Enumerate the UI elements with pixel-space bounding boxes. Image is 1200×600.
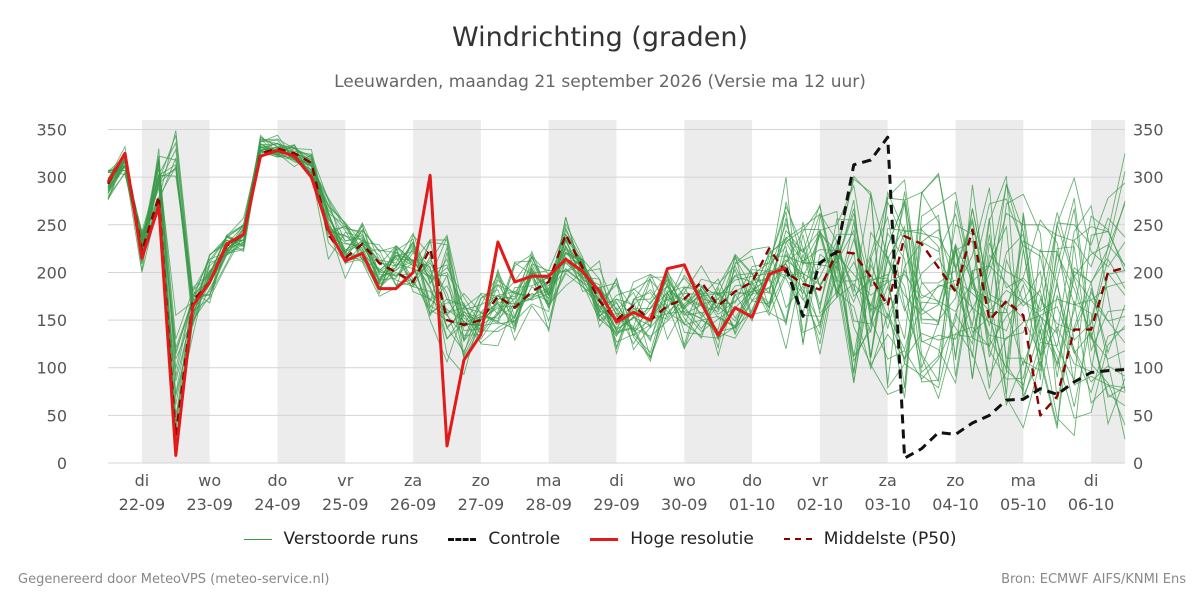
legend-item-median: Middelste (P50): [783, 529, 957, 549]
x-tick-day: di: [609, 471, 624, 490]
x-tick-date: 05-10: [1000, 495, 1047, 514]
wind-direction-chart: 0 50 100 150 200 250 300 350 0 50 100 150 200 250 300…: [36, 120, 1164, 514]
x-tick-date: 22-09: [119, 495, 166, 514]
x-tick-date: 29-09: [593, 495, 640, 514]
x-tick-date: 23-09: [186, 495, 233, 514]
legend-swatch-median: [783, 538, 812, 540]
y-tick-label-right: 0: [1133, 454, 1143, 473]
chart-subtitle: Leeuwarden, maandag 21 september 2026 (V…: [334, 72, 866, 92]
x-tick-day: do: [742, 471, 762, 490]
y-axis-right: 0 50 100 150 200 250 300 350: [1133, 121, 1164, 473]
x-tick-day: zo: [946, 471, 964, 490]
y-tick-label-right: 200: [1133, 263, 1164, 282]
y-axis-left: 0 50 100 150 200 250 300 350: [36, 121, 67, 473]
legend-label-ensemble: Verstoorde runs: [283, 529, 419, 549]
x-tick-day: zo: [472, 471, 490, 490]
main-series-lines: [106, 135, 1126, 460]
legend-item-control: Controle: [448, 529, 560, 549]
series-line-controle: [784, 135, 1126, 460]
x-tick-day: za: [879, 471, 897, 490]
series-line-hoge-resolutie: [106, 149, 787, 457]
x-tick-day: di: [1084, 471, 1099, 490]
x-tick-day: di: [135, 471, 150, 490]
ensemble-lines: [107, 130, 1126, 452]
footer-credit: Gegenereerd door MeteoVPS (meteo-service…: [18, 572, 330, 587]
y-tick-label-right: 100: [1133, 359, 1164, 378]
ensemble-member-line: [107, 147, 1126, 367]
footer-source: Bron: ECMWF AIFS/KNMI Ens: [1001, 572, 1186, 587]
ensemble-member-line: [108, 148, 1126, 440]
y-tick-label-right: 350: [1133, 121, 1164, 140]
x-tick-date: 03-10: [864, 495, 911, 514]
y-tick-label-right: 50: [1133, 406, 1153, 425]
legend-label-control: Controle: [488, 529, 561, 549]
y-tick-label-left: 0: [57, 454, 67, 473]
legend-label-median: Middelste (P50): [823, 529, 957, 549]
x-tick-day: wo: [673, 471, 696, 490]
x-tick-date: 28-09: [525, 495, 572, 514]
y-tick-label-left: 100: [36, 359, 67, 378]
y-tick-label-left: 300: [36, 168, 67, 187]
legend-label-high-res: Hoge resolutie: [630, 529, 754, 549]
x-tick-date: 01-10: [729, 495, 776, 514]
x-tick-date: 25-09: [322, 495, 369, 514]
ensemble-member-line: [107, 149, 1126, 397]
chart-title: Windrichting (graden): [451, 22, 749, 53]
x-tick-day: ma: [1011, 471, 1036, 490]
x-tick-day: do: [268, 471, 288, 490]
x-tick-date: 24-09: [254, 495, 301, 514]
y-tick-label-right: 150: [1133, 311, 1164, 330]
y-tick-label-left: 50: [47, 406, 67, 425]
legend-swatch-high-res: [590, 537, 619, 541]
ensemble-member-line: [107, 146, 1126, 383]
ensemble-member-line: [107, 143, 1126, 425]
x-tick-day: ma: [536, 471, 561, 490]
x-tick-date: 04-10: [932, 495, 979, 514]
ensemble-member-line: [107, 134, 1126, 441]
y-tick-label-left: 200: [36, 263, 67, 282]
ensemble-member-line: [107, 144, 1126, 448]
x-tick-date: 02-10: [797, 495, 844, 514]
x-tick-day: vr: [337, 471, 353, 490]
legend-swatch-ensemble: [243, 538, 272, 540]
y-tick-label-right: 300: [1133, 168, 1164, 187]
y-tick-label-left: 150: [36, 311, 67, 330]
x-tick-date: 30-09: [661, 495, 708, 514]
legend-swatch-control: [448, 537, 477, 541]
x-tick-date: 27-09: [458, 495, 505, 514]
ensemble-member-line: [107, 141, 1126, 407]
x-tick-day: vr: [812, 471, 828, 490]
x-axis: di 22-09 wo 23-09 do 24-09 vr 25-09 za 26-09 zo 27-…: [119, 471, 1115, 514]
x-tick-day: wo: [198, 471, 221, 490]
y-tick-label-left: 350: [36, 121, 67, 140]
legend: Verstoorde runs Controle Hoge resolutie …: [0, 529, 1200, 549]
x-tick-date: 06-10: [1068, 495, 1115, 514]
legend-item-high-res: Hoge resolutie: [590, 529, 754, 549]
ensemble-member-line: [107, 138, 1126, 405]
legend-item-ensemble: Verstoorde runs: [243, 529, 419, 549]
ensemble-member-line: [107, 143, 1126, 431]
x-tick-date: 26-09: [390, 495, 437, 514]
y-tick-label-left: 250: [36, 216, 67, 235]
y-tick-label-right: 250: [1133, 216, 1164, 235]
ensemble-member-line: [107, 146, 1126, 452]
x-tick-day: za: [404, 471, 422, 490]
